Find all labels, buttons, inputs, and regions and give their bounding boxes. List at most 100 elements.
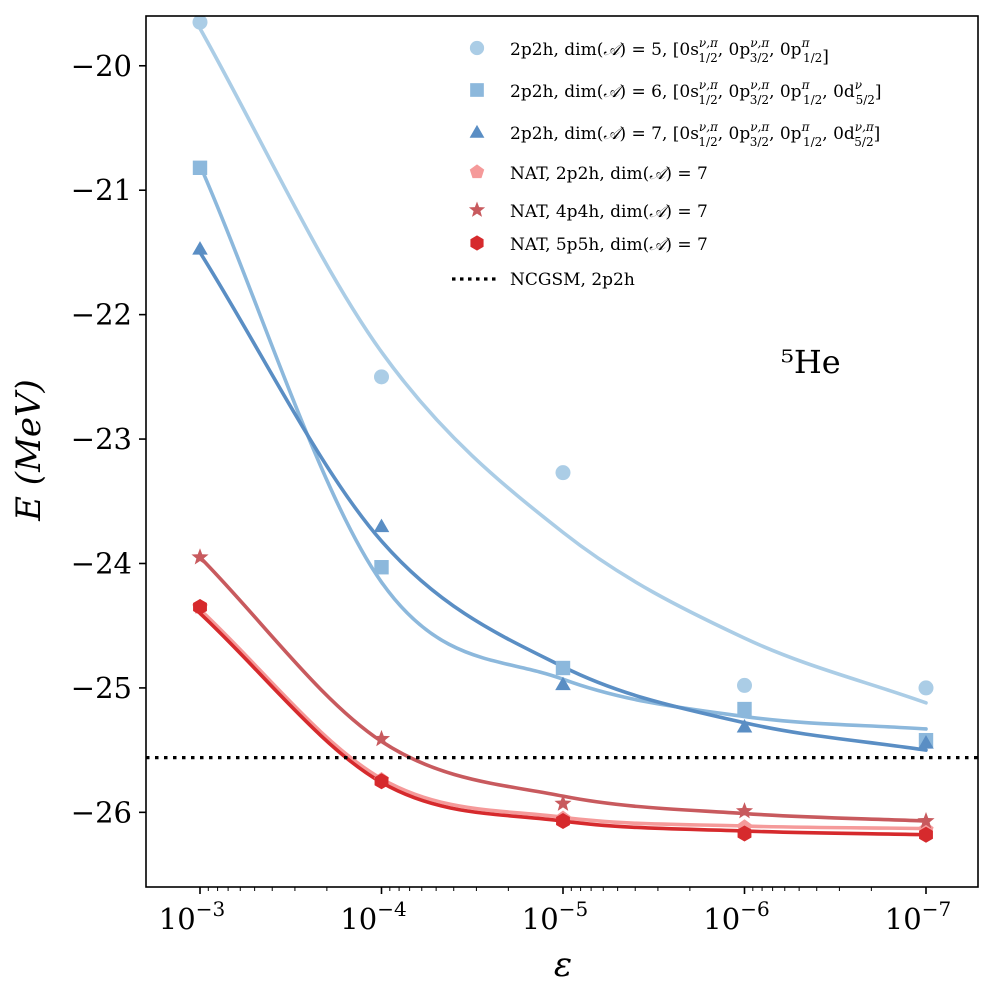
- legend-text-part: 𝒜: [603, 40, 624, 60]
- legend-text-part: , 0p: [718, 124, 751, 144]
- legend-text-part: ν,π: [750, 36, 770, 50]
- x-tick-exponent: −6: [740, 897, 769, 921]
- legend-item-2: 2p2h, dim(𝒜) = 6, [0sν,π 1/2, 0pν,π 3/2, 0…: [470, 78, 882, 107]
- legend-text-part: 1/2: [698, 93, 717, 107]
- legend-text-part: 3/2: [750, 51, 769, 65]
- y-axis-label: E (MeV): [9, 379, 49, 522]
- data-point-s5-4: [735, 802, 754, 819]
- data-point-s3-2: [373, 518, 390, 533]
- x-tick-base: 10: [340, 902, 377, 936]
- legend-item-6: NAT, 5p5h, dim(𝒜) = 7: [470, 235, 708, 255]
- data-point-s1-3: [555, 465, 571, 481]
- legend-text-part: ν,π: [699, 78, 719, 92]
- legend-item-5: NAT, 4p4h, dim(𝒜) = 7: [468, 201, 708, 222]
- legend-text-part: 1/2: [698, 135, 717, 149]
- x-tick-exponent: −3: [196, 897, 225, 921]
- legend-marker-4: [469, 164, 485, 179]
- x-tick-exponent: −5: [559, 897, 588, 921]
- y-tick-label: −26: [71, 795, 132, 829]
- legend-text-part: 𝒜: [603, 124, 624, 144]
- data-point-s6-5: [919, 826, 933, 843]
- legend-text-part: ) = 7, [0s: [619, 124, 698, 144]
- legend-text-part: 3/2: [750, 135, 769, 149]
- legend-label-6: NAT, 5p5h, dim(𝒜) = 7: [510, 235, 708, 255]
- legend-text-part: ) = 7: [665, 202, 708, 222]
- legend-text-part: 1/2: [698, 51, 717, 65]
- x-tick-base: 10: [159, 902, 196, 936]
- data-point-s5-2: [372, 729, 391, 747]
- legend-label-3: 2p2h, dim(𝒜) = 7, [0sν,π 1/2, 0pν,π 3/2, 0…: [510, 120, 880, 149]
- x-tick-label: 10−6: [703, 897, 769, 936]
- x-tick-label: 10−4: [340, 897, 406, 936]
- legend-text-part: ν,π: [855, 120, 875, 134]
- legend-text-part: 3/2: [750, 93, 769, 107]
- legend-text-part: , 0p: [769, 82, 802, 102]
- x-tick-label: 10−5: [522, 897, 588, 936]
- x-tick-base: 10: [703, 902, 740, 936]
- legend-text-part: ) = 7: [665, 164, 708, 184]
- x-tick-base: 10: [522, 902, 559, 936]
- legend-text-part: ν: [855, 78, 862, 92]
- data-markers: [191, 16, 935, 843]
- x-axis-label: ε: [554, 945, 572, 985]
- x-tick-exponent: −4: [377, 897, 406, 921]
- legend-text-part: ν,π: [699, 36, 719, 50]
- plot-frame: [145, 15, 979, 888]
- legend-text-part: , 0d: [822, 82, 855, 102]
- legend-text-part: 1/2: [803, 51, 822, 65]
- legend-text-part: 5/2: [856, 93, 875, 107]
- fit-curve-2: [198, 163, 928, 731]
- data-point-s6-3: [556, 813, 570, 830]
- legend-text-part: ) = 6, [0s: [619, 82, 698, 102]
- legend-item-reference: NCGSM, 2p2h: [452, 270, 635, 290]
- legend-text-part: ]: [874, 124, 881, 144]
- legend-text-part: π: [801, 78, 811, 92]
- legend-text-part: , 0p: [718, 82, 751, 102]
- legend-label-5: NAT, 4p4h, dim(𝒜) = 7: [510, 202, 708, 222]
- legend-item-4: NAT, 2p2h, dim(𝒜) = 7: [469, 164, 708, 184]
- legend-text-part: ) = 5, [0s: [619, 40, 698, 60]
- data-point-s2-4: [737, 701, 752, 717]
- legend-marker-1: [469, 40, 485, 56]
- x-axis: 10−3 10−4 10−5 10−6 10−7: [159, 887, 951, 936]
- legend-text-part: NAT, 5p5h, dim(: [510, 235, 649, 255]
- legend-text-part: NAT, 2p2h, dim(: [510, 164, 649, 184]
- legend-text-part: ]: [822, 47, 829, 67]
- data-point-s6-2: [374, 773, 389, 790]
- y-tick-label: −22: [71, 298, 132, 332]
- legend-text-part: 1/2: [803, 93, 822, 107]
- legend-item-1: 2p2h, dim(𝒜) = 5, [0sν,π 1/2, 0pν,π 3/2, 0…: [469, 36, 829, 67]
- y-tick-label: −25: [71, 671, 132, 705]
- legend-text-part: , 0d: [822, 124, 855, 144]
- data-point-s3-4: [736, 718, 753, 733]
- y-tick-label: −24: [71, 546, 132, 580]
- legend-marker-6: [470, 235, 484, 251]
- data-point-s1-5: [918, 680, 934, 696]
- legend-reference-label: NCGSM, 2p2h: [510, 270, 635, 290]
- x-tick-base: 10: [885, 902, 922, 936]
- legend-text-part: 2p2h, dim(: [510, 82, 603, 102]
- x-tick-label: 10−3: [159, 897, 225, 936]
- legend-text-part: 𝒜: [649, 164, 670, 184]
- legend-text-part: π: [801, 120, 811, 134]
- legend-marker-5: [468, 201, 486, 217]
- legend-text-part: 1/2: [803, 135, 822, 149]
- legend-text-part: 𝒜: [649, 235, 670, 255]
- legend-label-2: 2p2h, dim(𝒜) = 6, [0sν,π 1/2, 0pν,π 3/2, 0…: [510, 78, 882, 107]
- y-tick-label: −23: [71, 422, 132, 456]
- data-point-s1-2: [374, 369, 389, 385]
- legend-text-part: ν,π: [750, 78, 770, 92]
- legend-text-part: , 0p: [769, 124, 802, 144]
- x-tick-exponent: −7: [922, 897, 951, 921]
- data-point-s5-1: [191, 548, 209, 565]
- data-point-s3-3: [555, 676, 571, 691]
- legend-text-part: 2p2h, dim(: [510, 124, 603, 144]
- legend-text-part: , 0p: [718, 40, 751, 60]
- legend-text-part: π: [801, 36, 811, 50]
- data-point-s3-5: [918, 735, 934, 749]
- data-point-s2-1: [192, 160, 208, 176]
- legend-marker-2: [470, 83, 484, 97]
- annotation-isotope: ⁵He: [781, 343, 841, 381]
